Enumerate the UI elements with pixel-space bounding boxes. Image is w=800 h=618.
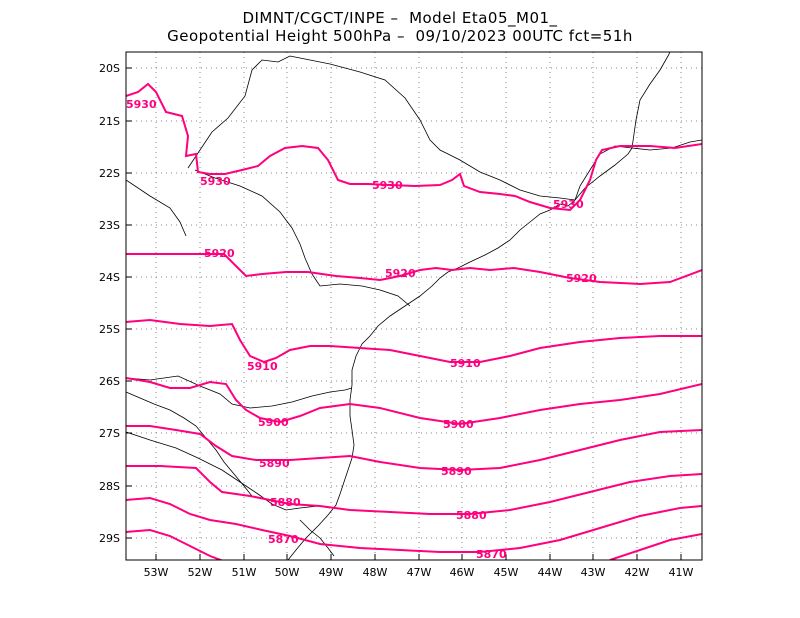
axis-ticks bbox=[126, 67, 682, 560]
contour-5890 bbox=[126, 425, 702, 472]
lon-label-43w: 43W bbox=[580, 566, 606, 579]
contour-5930-west bbox=[126, 82, 702, 212]
state-border-pr-sp bbox=[194, 169, 411, 307]
contour-label: 5880 bbox=[456, 509, 487, 522]
contour-label: 5930 bbox=[372, 179, 403, 192]
contour-label: 5880 bbox=[270, 496, 301, 509]
border-argentina bbox=[126, 391, 253, 497]
lat-label-21s: 21S bbox=[99, 115, 120, 128]
chart-title-line1: DIMNT/CGCT/INPE – Model Eta05_M01_ bbox=[242, 9, 558, 27]
boundaries bbox=[126, 52, 702, 560]
contour-label: 5920 bbox=[385, 267, 416, 280]
lon-label-41w: 41W bbox=[668, 566, 694, 579]
lon-label-51w: 51W bbox=[231, 566, 257, 579]
contour-label: 5870 bbox=[476, 548, 507, 561]
contour-5870-b bbox=[126, 528, 224, 560]
lon-label-49w: 49W bbox=[318, 566, 344, 579]
state-border-pr-sc bbox=[126, 375, 353, 409]
state-border-ms-pr bbox=[126, 179, 187, 237]
contour-label: 5930 bbox=[126, 98, 157, 111]
contour-label: 5890 bbox=[259, 457, 290, 470]
plot-frame bbox=[125, 51, 703, 561]
contour-label: 5920 bbox=[204, 247, 235, 260]
lon-label-50w: 50W bbox=[274, 566, 300, 579]
height-contours bbox=[126, 82, 702, 560]
contour-label: 5900 bbox=[443, 418, 474, 431]
lon-label-45w: 45W bbox=[493, 566, 519, 579]
lon-label-47w: 47W bbox=[406, 566, 432, 579]
state-border-mg-rj bbox=[574, 147, 633, 201]
lon-label-42w: 42W bbox=[624, 566, 650, 579]
lat-label-29s: 29S bbox=[99, 532, 120, 545]
lat-label-20s: 20S bbox=[99, 62, 120, 75]
lon-label-44w: 44W bbox=[537, 566, 563, 579]
contour-labels: 5930 5930 5930 5930 5920 5920 5920 5910 … bbox=[126, 98, 597, 561]
contour-label: 5920 bbox=[566, 272, 597, 285]
contour-label: 5910 bbox=[450, 357, 481, 370]
contour-label: 5870 bbox=[268, 533, 299, 546]
lon-label-52w: 52W bbox=[187, 566, 213, 579]
contour-5880 bbox=[126, 465, 702, 515]
lagoa-dos-patos bbox=[299, 519, 335, 557]
lat-label-23s: 23S bbox=[99, 219, 120, 232]
chart-title-line2: Geopotential Height 500hPa – 09/10/2023 … bbox=[167, 27, 633, 45]
coastline bbox=[287, 139, 702, 560]
state-border-mg-es bbox=[631, 52, 671, 149]
state-border-sp-pr bbox=[187, 55, 301, 169]
lat-label-24s: 24S bbox=[99, 271, 120, 284]
lat-label-26s: 26S bbox=[99, 375, 120, 388]
contour-label: 5900 bbox=[258, 416, 289, 429]
contour-5860-partial bbox=[609, 533, 702, 560]
contour-label: 5930 bbox=[553, 198, 584, 211]
lon-label-48w: 48W bbox=[362, 566, 388, 579]
contour-5900 bbox=[126, 377, 702, 426]
lon-label-46w: 46W bbox=[449, 566, 475, 579]
contour-label: 5890 bbox=[441, 465, 472, 478]
lat-label-25s: 25S bbox=[99, 323, 120, 336]
contour-label: 5910 bbox=[247, 360, 278, 373]
contour-label: 5930 bbox=[200, 175, 231, 188]
contour-5910 bbox=[126, 318, 702, 364]
lat-label-28s: 28S bbox=[99, 480, 120, 493]
lat-label-27s: 27S bbox=[99, 427, 120, 440]
lat-label-22s: 22S bbox=[99, 167, 120, 180]
lon-label-53w: 53W bbox=[143, 566, 169, 579]
contour-5920 bbox=[126, 253, 702, 286]
state-border-mg-sp bbox=[299, 57, 576, 201]
contour-5870-a bbox=[126, 496, 702, 553]
state-border-sc-rs bbox=[126, 431, 331, 511]
